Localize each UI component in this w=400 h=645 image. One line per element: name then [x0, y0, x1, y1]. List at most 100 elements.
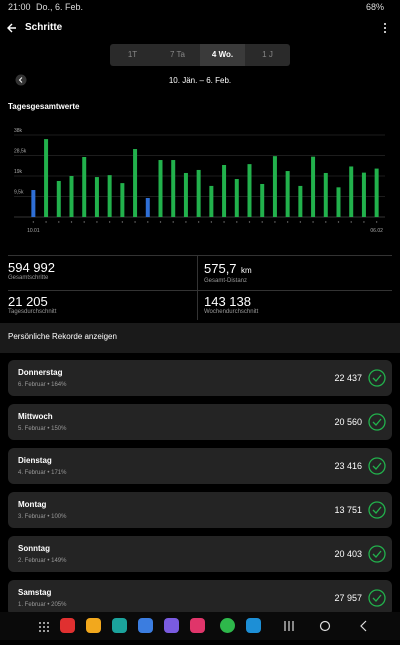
day-dot — [96, 221, 98, 223]
bar — [69, 176, 74, 217]
check-ring — [368, 369, 386, 387]
divider — [197, 256, 198, 320]
goal-check — [368, 457, 386, 475]
chart: 9,5k 19k 28,5k 38k 10.01 06.02 — [14, 128, 385, 234]
goal-check — [368, 589, 386, 607]
bar — [247, 164, 252, 217]
check-ring — [368, 457, 386, 475]
bar — [94, 177, 99, 217]
day-detail: 6. Februar • 164% — [18, 382, 67, 388]
day-dot — [236, 221, 238, 223]
y-tick-label: 19k — [14, 169, 23, 175]
check-mark — [372, 374, 382, 382]
check-ring — [368, 545, 386, 563]
bar — [234, 179, 239, 217]
tab[interactable]: 4 Wo. — [200, 44, 245, 66]
day-name: Samstag — [18, 588, 52, 597]
day-name: Sonntag — [18, 544, 50, 553]
tab[interactable]: 1T — [127, 50, 138, 59]
check-mark — [372, 594, 382, 602]
x-tick-label: 10.01 — [27, 228, 40, 234]
stat-label: Wochendurchschnitt — [204, 309, 259, 315]
day-steps: 23 416 — [334, 461, 362, 471]
day-card[interactable]: Sonntag 2. Februar • 149% 20 403 — [8, 536, 392, 572]
bar — [82, 157, 87, 217]
bar — [272, 156, 277, 217]
check-mark — [372, 550, 382, 558]
y-tick-label: 38k — [14, 128, 23, 134]
bar — [133, 149, 138, 217]
goal-check — [368, 413, 386, 431]
day-dot — [134, 221, 136, 223]
day-dot — [159, 221, 162, 223]
y-tick-label: 28,5k — [14, 149, 27, 155]
day-card[interactable]: Montag 3. Februar • 100% 13 751 — [8, 492, 392, 528]
stat: 575,7 km Gesamt-Distanz — [204, 260, 252, 284]
tab[interactable]: 7 Ta — [170, 50, 185, 59]
day-dot — [197, 221, 200, 223]
bar — [311, 156, 316, 217]
day-dot — [350, 221, 352, 223]
bar — [374, 168, 379, 217]
bar — [158, 160, 163, 217]
day-card[interactable]: Mittwoch 5. Februar • 150% 20 560 — [8, 404, 392, 440]
status-date: Do., 6. Feb. — [36, 2, 84, 12]
stat: 21 205 Tagesdurchschnitt — [8, 294, 56, 315]
tab[interactable]: 1 J — [262, 50, 273, 59]
menu-button[interactable] — [382, 22, 388, 34]
stat-value: 21 205 — [8, 294, 48, 309]
day-dot — [325, 221, 327, 223]
day-dot — [70, 221, 73, 223]
day-dot — [185, 221, 187, 223]
day-card[interactable]: Samstag 1. Februar • 205% 27 957 — [8, 580, 392, 616]
stat-label: Gesamtschritte — [8, 275, 49, 281]
bar — [260, 183, 265, 217]
x-tick-label: 06.02 — [370, 228, 383, 234]
day-dot — [147, 221, 149, 223]
day-name: Mittwoch — [18, 412, 53, 421]
stat: 143 138 Wochendurchschnitt — [204, 294, 258, 315]
day-dot — [261, 221, 263, 223]
stat: 594 992 Gesamtschritte — [8, 260, 55, 281]
stat-value: 575,7 — [204, 261, 237, 276]
divider — [8, 255, 392, 256]
records-section[interactable]: Persönliche Rekorde anzeigen — [0, 323, 400, 353]
bar — [145, 198, 150, 217]
day-name: Montag — [18, 500, 47, 509]
check-ring — [368, 413, 386, 431]
day-steps: 20 560 — [334, 417, 362, 427]
bar — [171, 160, 176, 217]
day-name: Donnerstag — [18, 368, 63, 377]
clock: 21:00 — [8, 2, 31, 12]
back-button[interactable] — [6, 22, 18, 34]
day-dot — [274, 221, 276, 223]
tab-bar: 1T 7 Ta 4 Wo. 1 J — [110, 44, 290, 66]
day-detail: 5. Februar • 150% — [18, 426, 67, 432]
divider — [8, 290, 392, 291]
prev-button[interactable] — [15, 74, 27, 86]
day-dot — [45, 221, 47, 223]
stat-unit: km — [241, 266, 252, 275]
day-dot — [121, 221, 124, 223]
day-dot — [83, 221, 85, 223]
day-card[interactable]: Donnerstag 6. Februar • 164% 22 437 — [8, 360, 392, 396]
day-dot — [337, 221, 340, 223]
goal-check — [368, 501, 386, 519]
bar — [183, 172, 188, 217]
day-detail: 2. Februar • 149% — [18, 558, 67, 564]
day-name: Dienstag — [18, 456, 52, 465]
goal-check — [368, 369, 386, 387]
bar — [120, 183, 125, 217]
bar — [285, 171, 290, 217]
check-mark — [372, 418, 382, 426]
goal-check — [368, 545, 386, 563]
bar — [107, 175, 112, 217]
records-link[interactable]: Persönliche Rekorde anzeigen — [8, 332, 117, 341]
bar — [323, 172, 328, 217]
day-dot — [58, 221, 60, 223]
day-detail: 4. Februar • 171% — [18, 470, 67, 476]
bar — [222, 164, 227, 217]
y-tick-label: 9,5k — [14, 190, 24, 196]
stat-value: 594 992 — [8, 260, 55, 275]
day-card[interactable]: Dienstag 4. Februar • 171% 23 416 — [8, 448, 392, 484]
